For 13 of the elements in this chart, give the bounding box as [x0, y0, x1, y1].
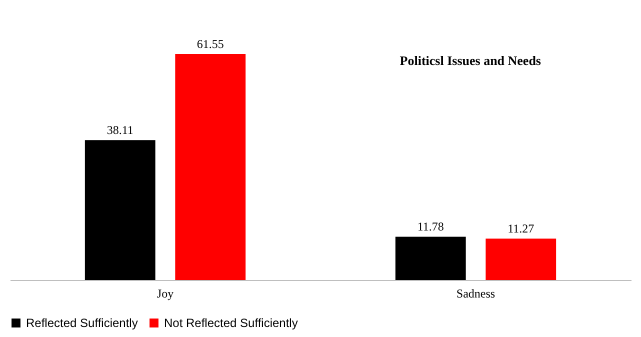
data-label: 11.78	[417, 220, 444, 234]
data-label: 11.27	[508, 222, 534, 236]
data-label: 61.55	[196, 37, 224, 51]
legend-label: Reflected Sufficiently	[26, 316, 138, 330]
legend-label: Not Reflected Sufficiently	[164, 316, 298, 330]
bar	[175, 54, 246, 280]
data-label: 38.11	[106, 123, 134, 138]
bar	[395, 236, 466, 280]
chart-title: Politicsl Issues and Needs	[400, 53, 541, 68]
bar	[486, 238, 556, 280]
x-tick-label: Sadness	[456, 286, 496, 300]
x-tick-label: Joy	[156, 286, 174, 300]
bar	[84, 140, 156, 280]
